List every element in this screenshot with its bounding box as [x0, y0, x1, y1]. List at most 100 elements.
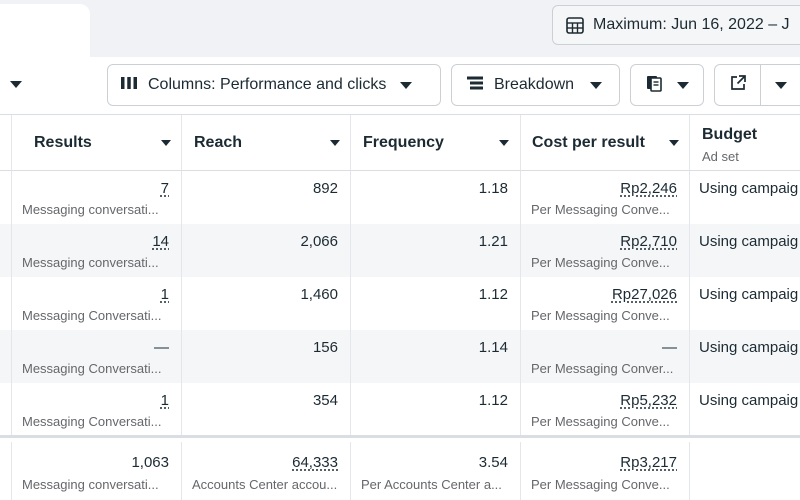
chevron-down-icon	[400, 81, 413, 89]
cell-reach: 2,066	[182, 224, 351, 277]
columns-button[interactable]: Columns: Performance and clicks	[107, 64, 441, 106]
column-header-frequency[interactable]: Frequency	[351, 115, 521, 171]
header-sublabel: Ad set	[702, 149, 739, 164]
frequency-value: 1.14	[478, 339, 508, 356]
total-results-value: 1,063	[131, 454, 169, 471]
results-subtext: Messaging conversati...	[22, 202, 159, 217]
frequency-value: 1.21	[478, 233, 508, 250]
table-row[interactable]: 14 Messaging conversati... 2,066 1.21 Rp…	[0, 224, 800, 277]
cell-budget: Using campaig	[690, 383, 800, 436]
reach-value: 892	[312, 180, 338, 197]
budget-value: Using campaig	[699, 180, 799, 197]
results-value[interactable]: 1	[160, 286, 169, 303]
cell-cost: Rp5,232 Per Messaging Conve...	[521, 383, 690, 436]
cost-subtext: Per Messaging Conve...	[531, 308, 670, 323]
columns-icon	[120, 75, 138, 96]
columns-label: Columns: Performance and clicks	[148, 76, 387, 93]
total-frequency-subtext: Per Accounts Center a...	[361, 477, 502, 492]
sort-caret-icon[interactable]	[499, 140, 509, 146]
chevron-down-icon	[677, 81, 689, 89]
total-results-subtext: Messaging conversati...	[22, 477, 159, 492]
cell-frequency: 1.14	[351, 330, 521, 383]
export-dropdown[interactable]	[761, 65, 800, 105]
export-button[interactable]	[714, 64, 800, 106]
reports-icon	[645, 74, 663, 97]
results-value[interactable]: 7	[160, 180, 169, 197]
cell-reach: 354	[182, 383, 351, 436]
row-stub	[0, 383, 12, 436]
sort-caret-icon[interactable]	[161, 140, 171, 146]
breakdown-icon	[466, 75, 484, 96]
row-stub	[0, 224, 12, 277]
budget-value: Using campaig	[699, 339, 799, 356]
cell-budget: Using campaig	[690, 330, 800, 383]
sort-caret-icon[interactable]	[669, 140, 679, 146]
cell-frequency: 1.12	[351, 383, 521, 436]
results-subtext: Messaging Conversati...	[22, 414, 162, 429]
row-stub	[0, 277, 12, 330]
active-tab[interactable]	[0, 4, 90, 57]
cell-reach: 156	[182, 330, 351, 383]
budget-value: Using campaig	[699, 286, 799, 303]
top-strip: Maximum: Jun 16, 2022 – J	[0, 0, 800, 57]
chevron-down-icon	[775, 81, 787, 89]
table-row[interactable]: 7 Messaging conversati... 892 1.18 Rp2,2…	[0, 171, 800, 224]
total-reach-subtext: Accounts Center accou...	[192, 477, 338, 492]
cell-results: — Messaging Conversati...	[12, 330, 182, 383]
cell-results: 1 Messaging Conversati...	[12, 277, 182, 330]
cell-cost: Rp27,026 Per Messaging Conve...	[521, 277, 690, 330]
export-open[interactable]	[715, 65, 761, 105]
row-stub	[0, 330, 12, 383]
reach-value: 1,460	[300, 286, 338, 303]
date-range-label: Maximum: Jun 16, 2022 – J	[593, 16, 790, 33]
cell-reach: 1,460	[182, 277, 351, 330]
totals-row: 1,063 Messaging conversati... 64,333 Acc…	[0, 442, 800, 500]
row-stub	[0, 171, 12, 224]
total-cost-value[interactable]: Rp3,217	[620, 454, 677, 471]
header-stub	[0, 115, 12, 171]
reach-value: 156	[312, 339, 338, 356]
cost-subtext: Per Messaging Conve...	[531, 414, 670, 429]
results-subtext: Messaging Conversati...	[22, 308, 162, 323]
cell-results: 14 Messaging conversati...	[12, 224, 182, 277]
cell-cost: Rp2,246 Per Messaging Conve...	[521, 171, 690, 224]
breakdown-button[interactable]: Breakdown	[451, 64, 620, 106]
header-label: Cost per result	[532, 134, 645, 151]
total-budget	[690, 442, 800, 500]
header-label: Budget	[702, 126, 758, 143]
column-header-results[interactable]: Results	[12, 115, 182, 171]
results-value[interactable]: 1	[160, 392, 169, 409]
cell-cost: Rp2,710 Per Messaging Conve...	[521, 224, 690, 277]
cell-budget: Using campaig	[690, 277, 800, 330]
results-value: —	[154, 339, 169, 356]
cost-value[interactable]: Rp2,246	[620, 180, 677, 197]
column-header-budget[interactable]: Budget Ad set	[690, 115, 800, 171]
reach-value: 354	[312, 392, 338, 409]
results-value[interactable]: 14	[152, 233, 169, 250]
reports-button[interactable]	[630, 64, 704, 106]
table-row[interactable]: 1 Messaging Conversati... 1,460 1.12 Rp2…	[0, 277, 800, 330]
toolbar: Columns: Performance and clicks Breakdow…	[0, 57, 800, 115]
column-header-cost-per-result[interactable]: Cost per result	[521, 115, 690, 171]
export-icon	[729, 74, 747, 97]
chevron-down-icon	[590, 81, 603, 89]
total-cost: Rp3,217 Per Messaging Conve...	[521, 442, 690, 500]
cell-frequency: 1.18	[351, 171, 521, 224]
total-reach-value[interactable]: 64,333	[292, 454, 338, 471]
cost-value[interactable]: Rp5,232	[620, 392, 677, 409]
date-range-button[interactable]: Maximum: Jun 16, 2022 – J	[552, 5, 800, 45]
cost-value[interactable]: Rp2,710	[620, 233, 677, 250]
budget-value: Using campaig	[699, 233, 799, 250]
table-row[interactable]: 1 Messaging Conversati... 354 1.12 Rp5,2…	[0, 383, 800, 436]
chevron-down-icon[interactable]	[10, 81, 22, 88]
cost-value[interactable]: Rp27,026	[611, 286, 677, 303]
table-row[interactable]: — Messaging Conversati... 156 1.14 — Per…	[0, 330, 800, 383]
cell-results: 7 Messaging conversati...	[12, 171, 182, 224]
results-subtext: Messaging conversati...	[22, 255, 159, 270]
results-subtext: Messaging Conversati...	[22, 361, 162, 376]
cost-subtext: Per Messaging Conve...	[531, 255, 670, 270]
frequency-value: 1.18	[478, 180, 508, 197]
sort-caret-icon[interactable]	[330, 140, 340, 146]
cell-reach: 892	[182, 171, 351, 224]
column-header-reach[interactable]: Reach	[182, 115, 351, 171]
